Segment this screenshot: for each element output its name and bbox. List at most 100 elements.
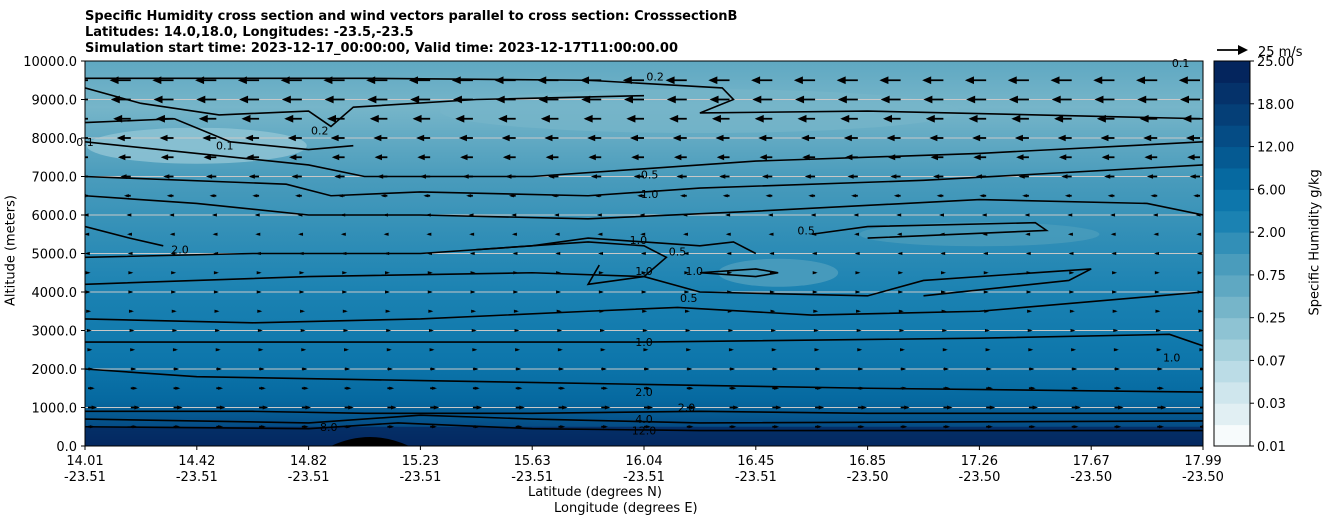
contour-label: 0.2 xyxy=(646,70,664,83)
wind-arrow-head xyxy=(837,95,847,104)
wind-arrow-head xyxy=(818,405,825,410)
wind-arrow-head xyxy=(665,76,675,85)
x-tick-label-lat: 17.67 xyxy=(1073,454,1110,469)
contour-line xyxy=(85,333,1203,347)
wind-arrow-head xyxy=(127,251,133,256)
contour-label: 2.0 xyxy=(635,386,653,399)
wind-arrow-head xyxy=(218,386,224,390)
y-tick-label: 0.0 xyxy=(56,440,77,455)
wind-arrow-head xyxy=(597,232,603,236)
wind-vectors xyxy=(85,76,1203,429)
contour-line xyxy=(85,87,645,128)
wind-arrow-head xyxy=(923,95,933,104)
contour-label: 1.0 xyxy=(641,188,659,201)
wind-arrow-head xyxy=(1157,367,1163,371)
wind-arrow-head xyxy=(298,251,304,256)
wind-arrow-head xyxy=(327,114,337,123)
colorbar-band xyxy=(1214,274,1250,297)
wind-arrow-head xyxy=(1153,232,1159,236)
wind-arrow-head xyxy=(1186,134,1194,142)
wind-arrow-head xyxy=(198,114,208,123)
wind-arrow-head xyxy=(389,386,395,390)
wind-arrow-head xyxy=(815,367,821,371)
wind-arrow-head xyxy=(1069,271,1075,275)
wind-arrow-head xyxy=(513,309,519,313)
wind-arrow-head xyxy=(754,114,764,123)
wind-arrow-head xyxy=(941,309,947,313)
wind-arrow-head xyxy=(727,271,733,275)
wind-arrow-head xyxy=(1064,194,1070,198)
wind-arrow-head xyxy=(683,251,689,256)
wind-arrow-head xyxy=(1030,425,1036,429)
wind-arrow-head xyxy=(899,328,905,333)
wind-arrow-head xyxy=(1071,348,1077,352)
contour-label: 0.2 xyxy=(311,124,329,137)
wind-arrow-head xyxy=(769,251,775,256)
wind-arrow-head xyxy=(925,114,935,123)
wind-arrow-head xyxy=(1028,348,1034,352)
wind-arrow-head xyxy=(342,290,348,294)
wind-arrow-head xyxy=(380,194,386,198)
colorbar-tick-label: 0.03 xyxy=(1257,397,1286,412)
wind-arrow-head xyxy=(376,174,384,179)
contour-line xyxy=(85,414,1203,424)
wind-arrow-head xyxy=(472,348,478,352)
wind-arrow-head xyxy=(682,213,688,217)
wind-arrow-head xyxy=(1198,328,1203,333)
x-tick-label-lat: 15.23 xyxy=(402,454,439,469)
wind-arrow-head xyxy=(257,309,263,313)
colorbar-band xyxy=(1214,339,1250,361)
wind-arrow-head xyxy=(728,348,734,352)
wind-arrow-head xyxy=(330,134,339,142)
wind-arrow-head xyxy=(169,213,175,217)
wind-arrow-head xyxy=(1101,154,1110,161)
wind-arrow-head xyxy=(1073,425,1079,429)
wind-arrow-head xyxy=(808,194,814,198)
wind-arrow-head xyxy=(1112,309,1118,313)
colorbar-tick-label: 0.75 xyxy=(1257,269,1286,284)
wind-arrow-head xyxy=(642,309,648,313)
reference-arrow-label: 25 m/s xyxy=(1258,45,1303,60)
contour-line xyxy=(85,268,1092,297)
wind-arrow-head xyxy=(85,290,91,294)
wind-arrow-head xyxy=(431,386,437,390)
wind-arrow-head xyxy=(334,174,341,179)
wind-arrow-head xyxy=(751,76,761,85)
wind-arrow-head xyxy=(384,251,390,256)
wind-arrow-head xyxy=(594,194,600,198)
contour-line xyxy=(85,237,757,259)
wind-arrow-head xyxy=(622,76,632,85)
chart-title-line-1: Specific Humidity cross section and wind… xyxy=(85,9,738,24)
wind-arrow-head xyxy=(771,328,777,333)
wind-arrow-head xyxy=(1196,251,1202,256)
wind-arrow-head xyxy=(427,271,433,275)
wind-reference-key: 25 m/s xyxy=(1217,45,1303,60)
vector-field xyxy=(85,76,1203,429)
wind-arrow-head xyxy=(728,328,734,333)
wind-arrow-head xyxy=(580,76,590,85)
contour-group xyxy=(85,77,1203,432)
wind-arrow-head xyxy=(519,405,525,410)
x-tick-label-lat: 14.42 xyxy=(178,454,215,469)
wind-arrow-head xyxy=(556,271,562,275)
wind-arrow-head xyxy=(291,174,298,179)
wind-arrow-head xyxy=(861,405,868,410)
wind-arrow-head xyxy=(239,95,249,104)
wind-arrow-head xyxy=(159,134,168,142)
wind-arrow-head xyxy=(859,386,865,390)
wind-arrow-head xyxy=(117,154,126,161)
wind-arrow-head xyxy=(505,174,512,179)
x-tick-label-lat: 14.01 xyxy=(66,454,103,469)
wind-arrow-head xyxy=(195,76,205,85)
wind-arrow-head xyxy=(163,174,170,179)
wind-arrow-head xyxy=(134,405,140,410)
x-tick-label-lat: 16.45 xyxy=(737,454,774,469)
wind-arrow-head xyxy=(423,194,429,198)
wind-arrow-head xyxy=(644,367,650,371)
wind-arrow-head xyxy=(624,95,633,104)
wind-arrow-head xyxy=(219,405,226,410)
wind-arrow-head xyxy=(383,232,389,236)
wind-arrow-head xyxy=(433,405,440,410)
colorbar-band xyxy=(1214,253,1250,276)
wind-arrow-head xyxy=(1069,290,1075,294)
